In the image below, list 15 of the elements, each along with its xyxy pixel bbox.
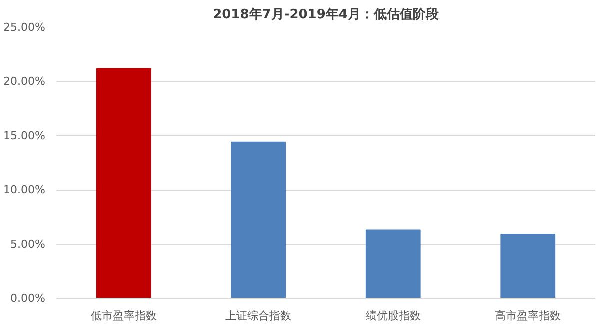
bar (366, 230, 421, 298)
bar (500, 234, 556, 298)
bar (231, 142, 286, 298)
chart-title: 2018年7月-2019年4月：低估值阶段 (213, 8, 440, 22)
x-tick-label: 高市盈率指数 (495, 310, 562, 322)
x-tick-label: 上证综合指数 (226, 310, 292, 322)
y-tick-label: 5.00% (10, 238, 46, 251)
y-tick-label: 20.00% (4, 75, 46, 88)
x-tick-label: 绩优股指数 (366, 310, 421, 322)
bar (96, 68, 152, 298)
y-tick-label: 15.00% (4, 129, 46, 142)
x-tick-label: 低市盈率指数 (90, 310, 157, 322)
y-tick-label: 0.00% (10, 292, 46, 305)
y-tick-label: 10.00% (4, 184, 46, 197)
y-tick-label: 25.00% (4, 21, 46, 34)
